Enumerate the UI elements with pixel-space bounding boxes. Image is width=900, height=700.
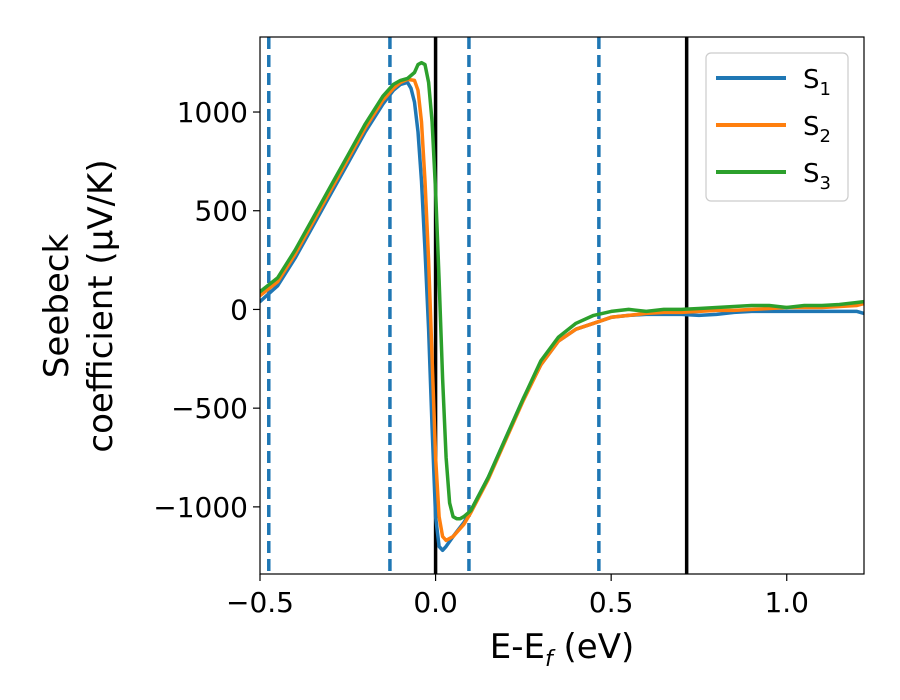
legend-label-s3: S3 xyxy=(803,159,831,194)
legend-label-subscript: 2 xyxy=(820,126,831,147)
x-tick-label-4: 1.0 xyxy=(764,586,809,619)
x-axis-title: E-Ef (eV) xyxy=(490,627,635,672)
legend-label-subscript: 3 xyxy=(820,173,831,194)
legend-label-main: S xyxy=(803,112,820,142)
axes: −0.5 0.0 0.5 1.0 −1000 −500 0 500 1000 xyxy=(153,36,865,619)
series-line-s3 xyxy=(260,60,864,521)
legend-label-s1: S1 xyxy=(803,65,831,100)
y-tick-label-3: 0 xyxy=(230,293,248,326)
x-tick-label-1: −0.5 xyxy=(226,586,294,619)
y-tick-label-2: −500 xyxy=(171,392,248,425)
y-axis-title-line1: Seebeck xyxy=(37,234,77,379)
plot-frame xyxy=(259,36,865,575)
plot-inner xyxy=(260,37,864,574)
legend-label-main: S xyxy=(803,65,820,95)
x-axis-title-main: E-E xyxy=(490,627,545,667)
x-axis-title-sub: f xyxy=(545,647,556,672)
x-axis-title-unit: (eV) xyxy=(553,627,635,667)
y-tick-label-4: 500 xyxy=(195,195,248,228)
y-tick-label-1: −1000 xyxy=(153,491,248,524)
plot-area xyxy=(260,37,864,574)
x-tick-label-3: 0.5 xyxy=(589,586,634,619)
legend-label-subscript: 1 xyxy=(820,79,831,100)
legend-label-s2: S2 xyxy=(803,112,831,147)
x-tick-label-2: 0.0 xyxy=(413,586,458,619)
legend-label-main: S xyxy=(803,159,820,189)
y-axis-title-line2: coefficient (μV/K) xyxy=(81,159,121,452)
y-tick-label-5: 1000 xyxy=(177,96,248,129)
